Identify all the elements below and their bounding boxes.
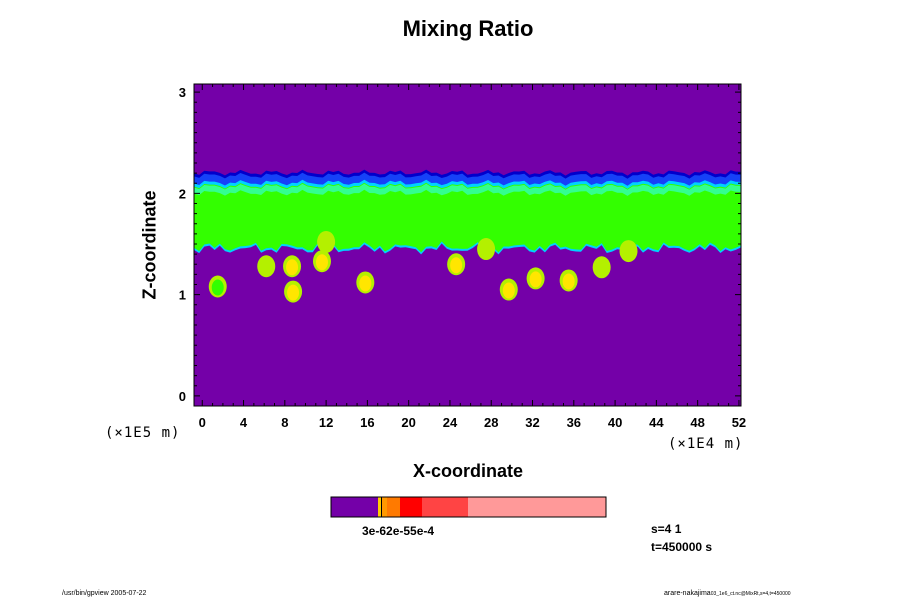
x-tick-label-10: 40 <box>608 415 622 430</box>
x-tick-label-13: 52 <box>732 415 746 430</box>
y-tick-label-3: 3 <box>179 85 186 100</box>
y-tick-label-1: 1 <box>179 288 186 303</box>
blob-core-5 <box>450 257 463 274</box>
colorbar-segment-2 <box>381 497 382 517</box>
contour-field <box>194 84 741 406</box>
x-tick-label-12: 48 <box>690 415 704 430</box>
x-tick-label-8: 32 <box>525 415 539 430</box>
blob-core-9 <box>562 273 575 290</box>
time-text: t=450000 s <box>651 540 713 554</box>
blob-core-13 <box>287 284 300 301</box>
blob-core-7 <box>502 282 515 299</box>
y-tick-label-2: 2 <box>179 186 186 201</box>
frame-index-text: s=4 1 <box>651 522 682 536</box>
x-tick-label-6: 24 <box>443 415 458 430</box>
colorbar <box>330 496 607 518</box>
colorbar-segment-5 <box>400 497 422 517</box>
colorbar-segment-7 <box>468 497 606 517</box>
blob-core-6 <box>480 242 493 259</box>
blob-core-12 <box>211 279 224 296</box>
colorbar-segment-3 <box>382 497 387 517</box>
footer-left: /usr/bin/gpview 2005-07-22 <box>62 590 147 597</box>
x-tick-label-4: 16 <box>360 415 374 430</box>
blob-core-1 <box>286 259 299 276</box>
blob-core-11 <box>622 244 635 261</box>
blob-core-0 <box>260 259 273 276</box>
x-tick-label-9: 36 <box>567 415 581 430</box>
colorbar-frame <box>330 496 607 518</box>
colorbar-segment-0 <box>331 497 378 517</box>
colorbar-segment-1 <box>378 497 381 517</box>
aqua-streak <box>194 183 741 196</box>
plot-frame <box>193 83 742 407</box>
y-tick-label-0: 0 <box>179 389 186 404</box>
x-tick-label-7: 28 <box>484 415 498 430</box>
colorbar-label: 3e-62e-55e-4 <box>362 524 435 538</box>
colorbar-segment-6 <box>422 497 468 517</box>
x-axis-label: X-coordinate <box>412 461 523 481</box>
blob-core-4 <box>359 275 372 292</box>
footer-right-detail: 03_1e6_ct.nc@MixRt,s=4,t=450000 <box>710 591 791 597</box>
y-unit-label: (×1E5 m) <box>105 425 181 441</box>
blob-core-2 <box>315 254 328 271</box>
x-tick-label-0: 0 <box>199 415 206 430</box>
blob-core-8 <box>529 271 542 288</box>
blob-core-10 <box>595 260 608 277</box>
blob-core-3 <box>320 234 333 251</box>
x-tick-label-1: 4 <box>240 415 248 430</box>
footer-right: arare-nakajima03_1e6_ct.nc@MixRt,s=4,t=4… <box>664 590 791 597</box>
colorbar-segment-4 <box>387 497 400 517</box>
x-tick-label-2: 8 <box>281 415 288 430</box>
x-unit-label: (×1E4 m) <box>668 436 744 452</box>
x-tick-label-3: 12 <box>319 415 333 430</box>
x-tick-label-11: 44 <box>649 415 664 430</box>
chart-title: Mixing Ratio <box>402 16 534 41</box>
x-tick-label-5: 20 <box>401 415 415 430</box>
axis-ticks <box>194 84 741 406</box>
